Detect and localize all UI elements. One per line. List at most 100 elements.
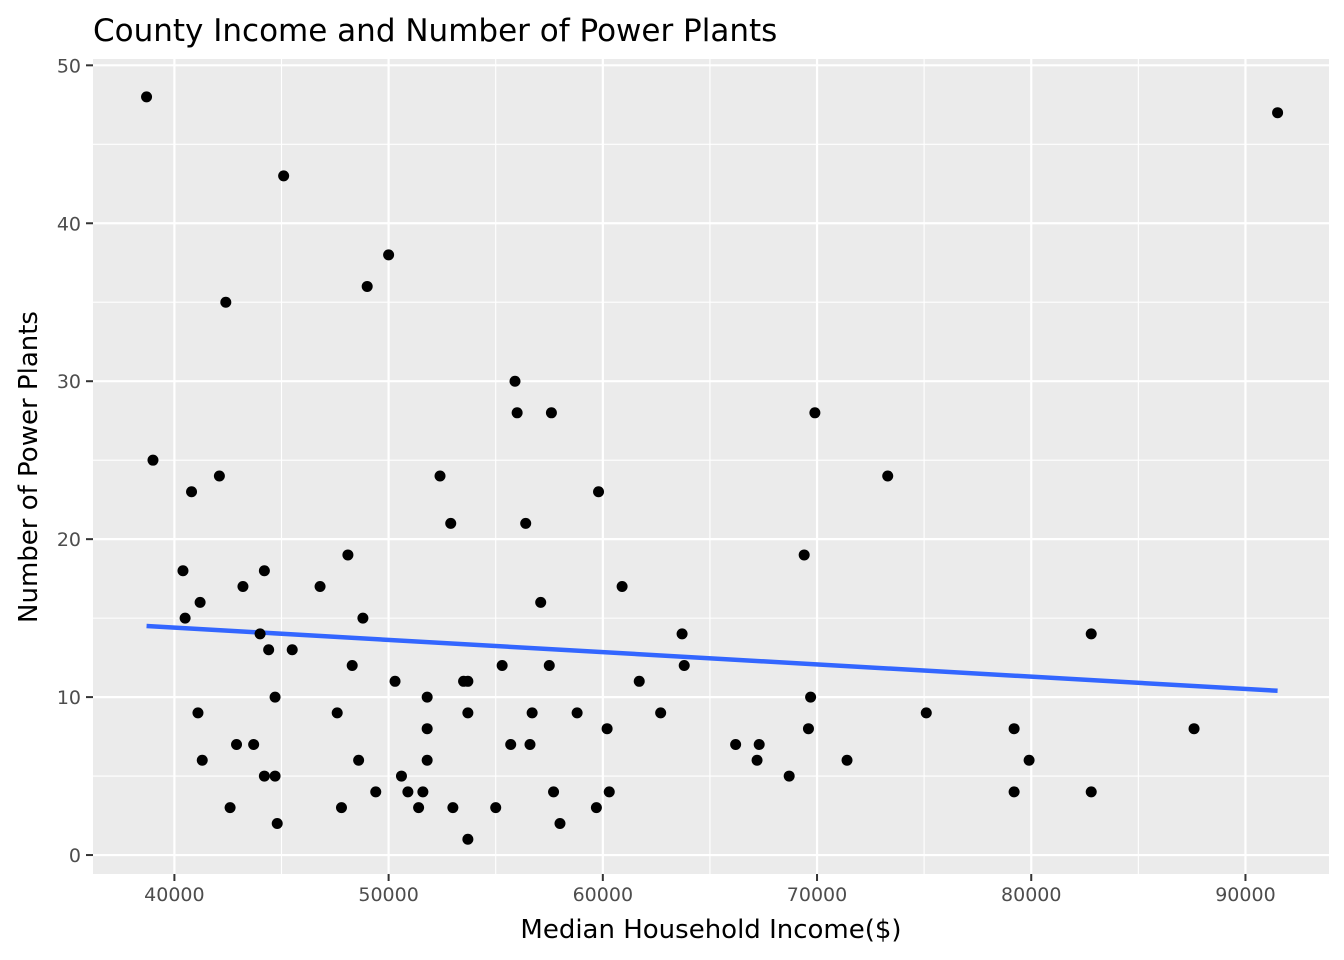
data-point: [421, 691, 433, 703]
data-point: [798, 549, 810, 561]
x-axis-title: Median Household Income($): [520, 915, 901, 945]
data-point: [543, 660, 555, 672]
data-point: [346, 660, 358, 672]
data-point: [314, 581, 326, 593]
data-point: [278, 170, 290, 182]
data-point: [554, 817, 566, 829]
x-tick-label: 90000: [1215, 884, 1275, 906]
data-point: [1008, 723, 1020, 735]
data-point: [213, 470, 225, 482]
data-point: [511, 407, 523, 419]
data-point: [751, 754, 763, 766]
data-point: [357, 612, 369, 624]
data-point: [269, 770, 281, 782]
data-point: [258, 565, 270, 577]
data-point: [548, 786, 560, 798]
data-point: [421, 754, 433, 766]
data-point: [593, 486, 605, 498]
data-point: [678, 660, 690, 672]
y-axis-title: Number of Power Plants: [14, 311, 44, 623]
y-tick-label: 20: [57, 529, 81, 551]
x-tick-label: 60000: [573, 884, 633, 906]
data-point: [342, 549, 354, 561]
data-point: [263, 644, 275, 656]
data-point: [616, 581, 628, 593]
data-point: [520, 517, 532, 529]
data-point: [1272, 107, 1284, 119]
data-point: [1188, 723, 1200, 735]
chart-title: County Income and Number of Power Plants: [93, 13, 777, 49]
data-point: [545, 407, 557, 419]
data-point: [402, 786, 414, 798]
data-point: [254, 628, 266, 640]
y-tick-label: 10: [57, 687, 81, 709]
data-point: [633, 675, 645, 687]
data-point: [258, 770, 270, 782]
data-point: [331, 707, 343, 719]
y-tick-label: 30: [57, 371, 81, 393]
data-point: [505, 738, 517, 750]
data-point: [231, 738, 243, 750]
x-axis: 40000 50000 60000 70000 80000 90000: [144, 874, 1276, 906]
data-point: [224, 802, 236, 814]
data-point: [370, 786, 382, 798]
y-tick-label: 0: [69, 845, 81, 867]
data-point: [783, 770, 795, 782]
data-point: [655, 707, 667, 719]
data-point: [220, 296, 232, 308]
data-point: [1085, 628, 1097, 640]
data-point: [447, 802, 459, 814]
data-point: [179, 612, 191, 624]
data-point: [271, 817, 283, 829]
data-point: [462, 707, 474, 719]
data-point: [462, 833, 474, 845]
data-point: [590, 802, 602, 814]
data-point: [389, 675, 401, 687]
data-point: [194, 596, 206, 608]
data-point: [248, 738, 260, 750]
data-point: [141, 91, 153, 103]
data-point: [676, 628, 688, 640]
data-point: [413, 802, 425, 814]
x-tick-label: 80000: [1001, 884, 1061, 906]
data-point: [535, 596, 547, 608]
data-point: [192, 707, 204, 719]
trend-line: [146, 623, 1278, 694]
data-point: [147, 454, 159, 466]
data-point: [417, 786, 429, 798]
data-point: [421, 723, 433, 735]
data-point: [496, 660, 508, 672]
data-point: [805, 691, 817, 703]
data-point: [462, 675, 474, 687]
x-tick-label: 70000: [787, 884, 847, 906]
data-point: [383, 249, 395, 261]
data-point: [526, 707, 538, 719]
y-axis: 0 10 20 30 40 50: [57, 55, 93, 867]
data-point: [571, 707, 583, 719]
grid-major: [93, 59, 1329, 874]
y-tick-label: 50: [57, 55, 81, 77]
data-point: [753, 738, 765, 750]
data-point: [802, 723, 814, 735]
data-point: [730, 738, 742, 750]
data-point: [186, 486, 198, 498]
data-point: [882, 470, 894, 482]
x-tick-label: 40000: [144, 884, 204, 906]
data-point: [1023, 754, 1035, 766]
x-tick-label: 50000: [358, 884, 418, 906]
data-point: [361, 280, 373, 292]
data-point: [196, 754, 208, 766]
data-point: [395, 770, 407, 782]
data-point: [601, 723, 613, 735]
data-point: [353, 754, 365, 766]
data-point: [445, 517, 457, 529]
data-point: [603, 786, 615, 798]
data-point: [335, 802, 347, 814]
data-point: [490, 802, 502, 814]
data-point: [1008, 786, 1020, 798]
grid-minor: [93, 59, 1329, 874]
plot-panel: [93, 59, 1329, 874]
data-point: [269, 691, 281, 703]
data-point: [237, 581, 249, 593]
